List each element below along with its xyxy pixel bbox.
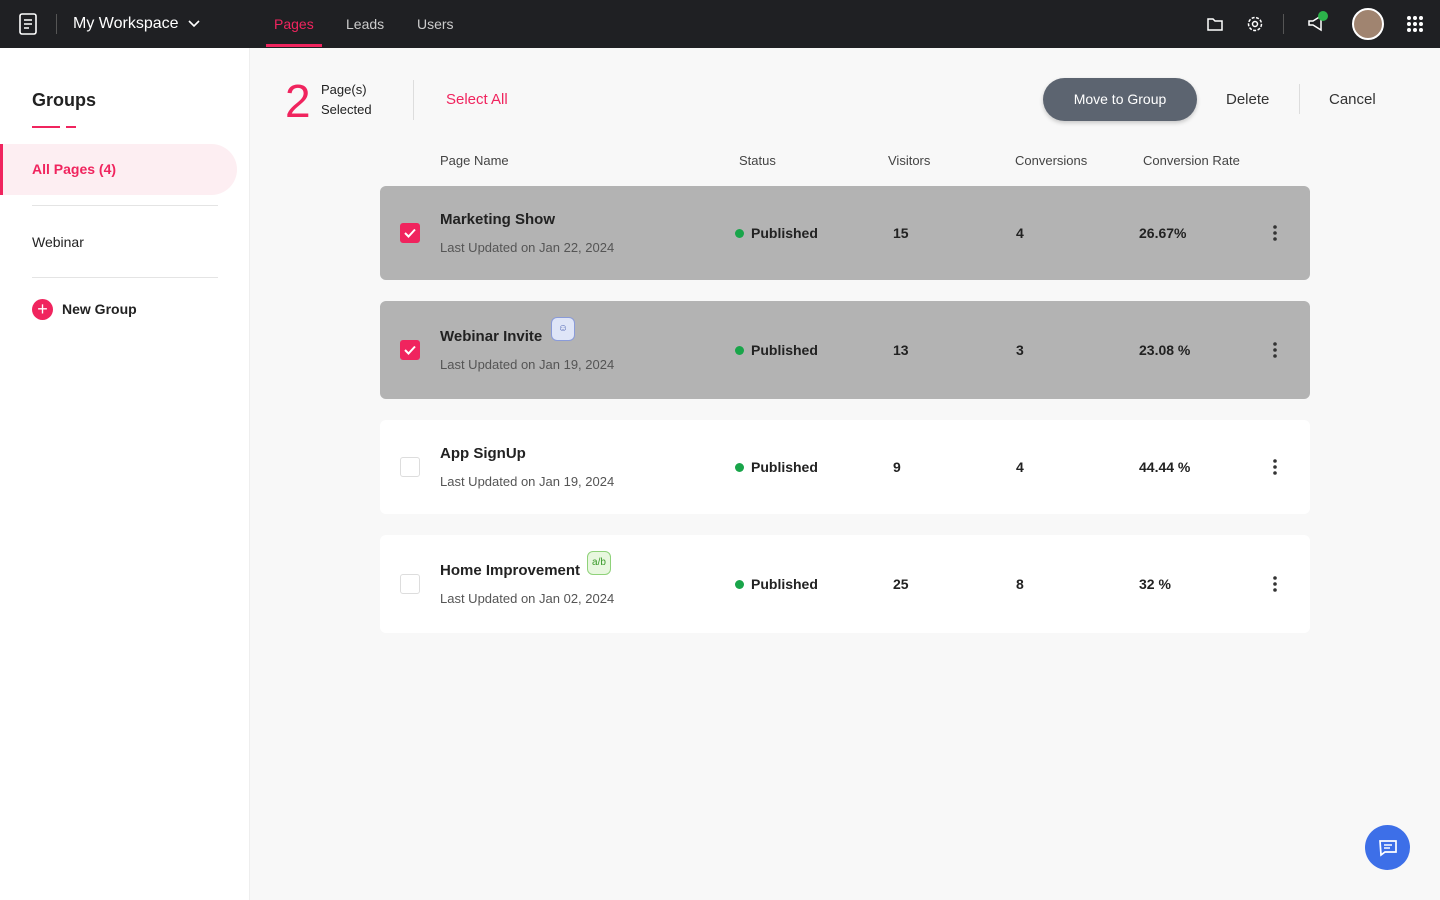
conversion-rate: 23.08 % bbox=[1139, 342, 1191, 358]
divider bbox=[1299, 84, 1300, 114]
logo[interactable] bbox=[17, 12, 41, 36]
select-all[interactable]: Select All bbox=[446, 91, 508, 108]
column-header: Status bbox=[739, 153, 776, 168]
divider bbox=[32, 277, 218, 278]
page-name[interactable]: App SignUp bbox=[440, 445, 526, 462]
conversions: 8 bbox=[1016, 576, 1024, 592]
chat-button[interactable] bbox=[1365, 825, 1410, 870]
visitors: 13 bbox=[893, 342, 909, 358]
check bbox=[404, 345, 416, 355]
chat-icon bbox=[1379, 840, 1397, 857]
conversions: 4 bbox=[1016, 225, 1024, 241]
visitors: 25 bbox=[893, 576, 909, 592]
tab[interactable]: Leads bbox=[346, 16, 385, 32]
tab-underline bbox=[266, 44, 322, 47]
group-name[interactable]: Webinar bbox=[32, 234, 84, 250]
delete-button[interactable]: Delete bbox=[1226, 91, 1270, 108]
sidebar-title: Groups bbox=[32, 90, 97, 110]
check bbox=[404, 228, 416, 238]
last-updated: Last Updated on Jan 19, 2024 bbox=[440, 474, 615, 489]
page-name[interactable]: Webinar Invite bbox=[440, 328, 543, 345]
menu-icon bbox=[1273, 576, 1277, 592]
menu-icon bbox=[1273, 342, 1277, 358]
checkbox[interactable] bbox=[400, 340, 420, 360]
visitors: 9 bbox=[893, 459, 901, 475]
visitors: 15 bbox=[893, 225, 909, 241]
folder-icon[interactable] bbox=[1205, 14, 1225, 34]
count-label: Page(s) bbox=[321, 82, 367, 97]
divider bbox=[413, 80, 414, 120]
move-button[interactable]: Move to Group bbox=[1043, 78, 1197, 121]
column-header: Conversions bbox=[1015, 153, 1088, 168]
checkbox[interactable] bbox=[400, 574, 420, 594]
announce-icon[interactable] bbox=[1305, 10, 1331, 36]
top-bar: My Workspace Pages Leads Users bbox=[0, 0, 1440, 48]
avatar[interactable] bbox=[1352, 8, 1384, 40]
status: Published bbox=[735, 459, 818, 475]
workspace-menu[interactable]: My Workspace bbox=[73, 15, 179, 32]
add-icon[interactable]: + bbox=[32, 299, 53, 320]
divider bbox=[56, 14, 57, 34]
table-row[interactable]: App SignUp Last Updated on Jan 19, 2024 Pu… bbox=[380, 420, 1310, 514]
conversions: 3 bbox=[1016, 342, 1024, 358]
column-header: Page Name bbox=[440, 153, 509, 168]
tab[interactable]: Pages bbox=[274, 16, 314, 32]
checkbox[interactable] bbox=[400, 457, 420, 477]
group-item[interactable]: All Pages (4) bbox=[0, 144, 237, 195]
cancel-button[interactable]: Cancel bbox=[1329, 91, 1376, 108]
menu-icon bbox=[1273, 459, 1277, 475]
table-row[interactable]: Webinar Invite Last Updated on Jan 19, 20… bbox=[380, 301, 1310, 399]
badge-icon: a/b bbox=[587, 551, 611, 575]
menu-icon bbox=[1273, 225, 1277, 241]
conversions: 4 bbox=[1016, 459, 1024, 475]
conversion-rate: 32 % bbox=[1139, 576, 1171, 592]
tab[interactable]: Users bbox=[417, 16, 454, 32]
table-row[interactable]: Home Improvement Last Updated on Jan 02, … bbox=[380, 535, 1310, 633]
column-header: Visitors bbox=[888, 153, 931, 168]
conversion-rate: 44.44 % bbox=[1139, 459, 1191, 475]
new-group[interactable]: New Group bbox=[62, 301, 137, 317]
badge-icon: ☺ bbox=[551, 317, 575, 341]
divider bbox=[1283, 14, 1284, 34]
row-menu[interactable] bbox=[1273, 575, 1277, 593]
chevron bbox=[188, 20, 200, 28]
checkbox[interactable] bbox=[400, 223, 420, 243]
column-header: Conversion Rate bbox=[1143, 153, 1240, 168]
group-name: All Pages (4) bbox=[32, 161, 117, 177]
page-name[interactable]: Marketing Show bbox=[440, 211, 556, 228]
page-name[interactable]: Home Improvement bbox=[440, 562, 581, 579]
last-updated: Last Updated on Jan 22, 2024 bbox=[440, 240, 615, 255]
selected-count: 2 bbox=[285, 75, 311, 127]
row-menu[interactable] bbox=[1273, 224, 1277, 242]
last-updated: Last Updated on Jan 02, 2024 bbox=[440, 591, 615, 606]
accent bbox=[66, 126, 76, 128]
settings-icon[interactable] bbox=[1245, 14, 1265, 34]
status: Published bbox=[735, 342, 818, 358]
status: Published bbox=[735, 225, 818, 241]
row-menu[interactable] bbox=[1273, 458, 1277, 476]
accent bbox=[32, 126, 60, 128]
conversion-rate: 26.67% bbox=[1139, 225, 1187, 241]
table-row[interactable]: Marketing Show Last Updated on Jan 22, 20… bbox=[380, 186, 1310, 280]
row-menu[interactable] bbox=[1273, 341, 1277, 359]
last-updated: Last Updated on Jan 19, 2024 bbox=[440, 357, 615, 372]
count-label: Selected bbox=[321, 102, 372, 117]
sidebar: Groups All Pages (4) Webinar + New Group bbox=[0, 48, 250, 900]
divider bbox=[32, 205, 218, 206]
status: Published bbox=[735, 576, 818, 592]
apps-icon[interactable] bbox=[1406, 15, 1424, 33]
